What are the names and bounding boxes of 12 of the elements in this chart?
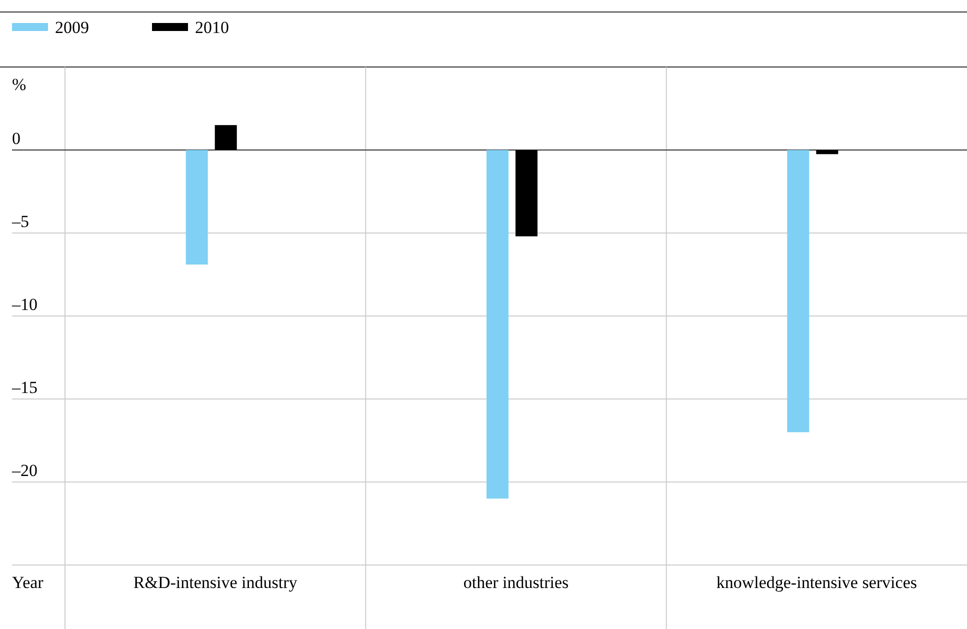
legend-label: 2010: [195, 18, 229, 37]
x-tick-label: R&D-intensive industry: [133, 573, 298, 592]
x-tick-label: knowledge-intensive services: [716, 573, 917, 592]
y-axis-title: %: [12, 75, 26, 94]
y-tick-label: –15: [11, 378, 38, 397]
y-tick-label: –20: [11, 461, 38, 480]
x-tick-label: other industries: [463, 573, 569, 592]
y-tick-label: –5: [11, 212, 29, 231]
legend-label: 2009: [55, 18, 89, 37]
y-tick-label: –10: [11, 295, 38, 314]
x-axis-title: Year: [12, 573, 44, 592]
y-tick-label: 0: [12, 129, 20, 148]
